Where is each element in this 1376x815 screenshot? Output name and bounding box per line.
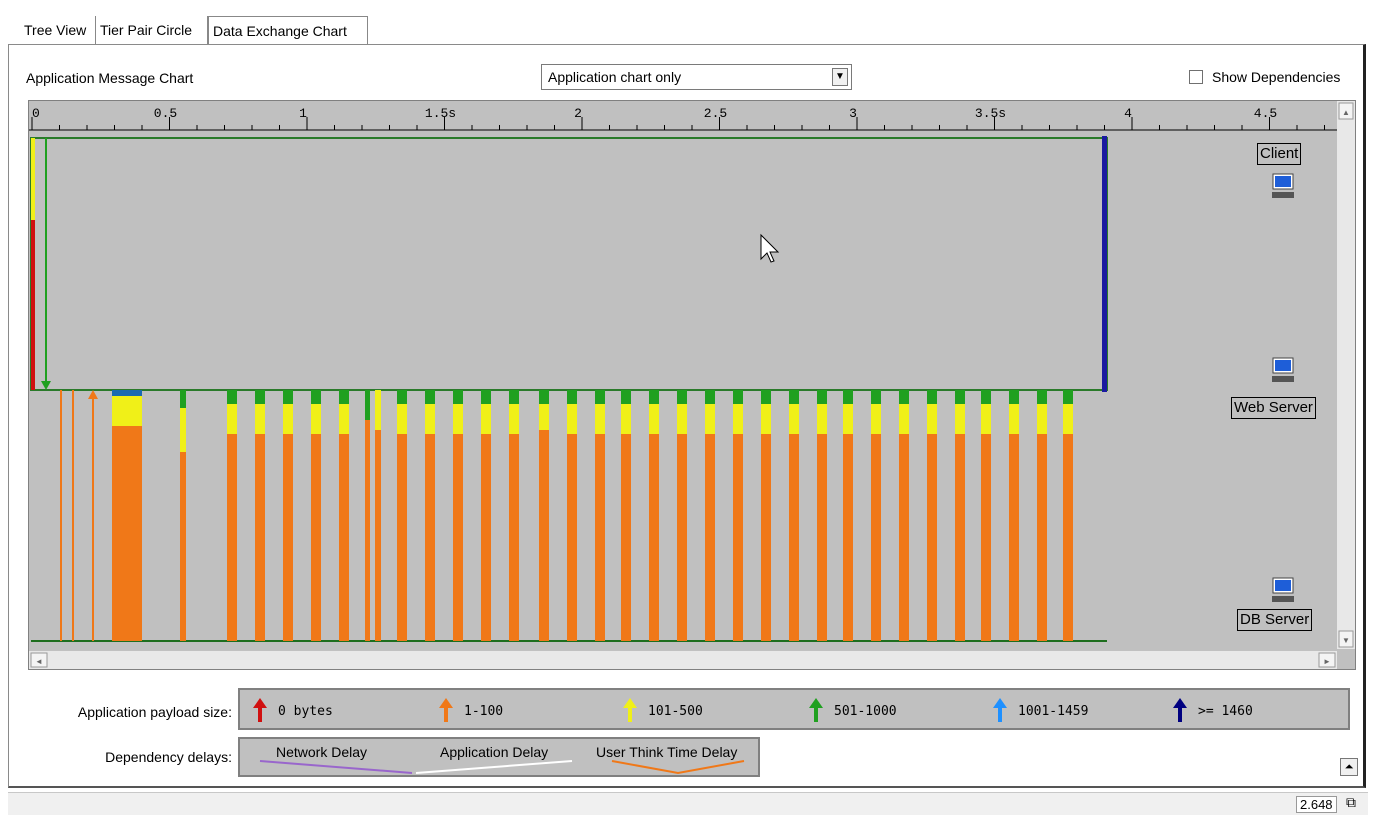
chevron-down-icon[interactable]: ▼: [832, 68, 848, 86]
payload-size-label: Application payload size:: [77, 704, 232, 720]
status-value: 2.648: [1296, 796, 1337, 813]
payload-legend-label: 501-1000: [834, 704, 897, 719]
chart-canvas: 0 0.5 1 1.5s 2 2.5 3 3.5s 4 4.5 ▲ ▼ ◄ ►: [29, 101, 1355, 669]
chart-title: Application Message Chart: [26, 70, 194, 86]
axis-tick-label: 0.5: [154, 106, 177, 121]
status-bar: 2.648 ⧉: [8, 792, 1368, 815]
svg-text:▼: ▼: [1342, 636, 1350, 645]
time-ruler: 0 0.5 1 1.5s 2 2.5 3 3.5s 4 4.5: [31, 106, 1325, 130]
message-bars: [112, 390, 1073, 641]
client-web-exchange-area: [30, 137, 1108, 391]
horizontal-scrollbar[interactable]: [29, 651, 1337, 669]
payload-legend-label: 1001-1459: [1018, 704, 1089, 719]
user-think-time-delay-label: User Think Time Delay: [596, 744, 738, 760]
axis-tick-label: 1.5s: [425, 106, 456, 121]
mouse-cursor-icon: [760, 233, 780, 263]
payload-legend-label: 101-500: [648, 704, 703, 719]
computer-icon: [1272, 173, 1294, 198]
db-server-label: DB Server: [1237, 609, 1313, 631]
payload-legend-label: >= 1460: [1198, 704, 1253, 719]
tab-data-exchange-chart[interactable]: Data Exchange Chart: [208, 16, 368, 44]
axis-tick-label: 3.5s: [975, 106, 1006, 121]
show-dependencies-label: Show Dependencies: [1212, 69, 1341, 85]
dependency-delays-label: Dependency delays:: [105, 749, 232, 765]
axis-tick-label: 4: [1124, 106, 1132, 121]
arrow-up-icon: [1173, 698, 1187, 722]
svg-text:►: ►: [1323, 657, 1331, 666]
resize-grip-icon[interactable]: ⧉: [1346, 794, 1356, 810]
payload-legend: 0 bytes 1-100 101-500 501-1000 1001-1459 >= 1…: [238, 688, 1350, 730]
axis-tick-label: 0: [32, 106, 40, 121]
svg-text:◄: ◄: [35, 657, 43, 666]
axis-tick-label: 1: [299, 106, 307, 121]
axis-tick-label: 2: [574, 106, 582, 121]
arrow-up-icon: [809, 698, 823, 722]
delays-legend: Network Delay Application Delay User Thi…: [238, 737, 760, 777]
collapse-icon[interactable]: ⏶: [1340, 758, 1358, 776]
arrow-up-icon: [253, 698, 267, 722]
tab-tier-pair-circle[interactable]: Tier Pair Circle: [96, 16, 208, 44]
computer-icon: [1272, 577, 1294, 602]
payload-legend-label: 0 bytes: [278, 704, 333, 719]
web-server-label: Web Server: [1231, 397, 1316, 419]
arrow-up-icon: [439, 698, 453, 722]
payload-legend-label: 1-100: [464, 704, 504, 719]
computer-icon: [1272, 357, 1294, 382]
axis-tick-label: 2.5: [704, 106, 727, 121]
application-delay-label: Application Delay: [440, 744, 549, 760]
tab-tree-view[interactable]: Tree View: [20, 16, 96, 44]
network-delay-label: Network Delay: [276, 744, 368, 760]
vertical-scrollbar[interactable]: [1337, 101, 1355, 649]
svg-text:▲: ▲: [1342, 108, 1350, 117]
view-select[interactable]: Application chart only ▼: [541, 64, 852, 90]
view-select-value: Application chart only: [548, 69, 682, 85]
axis-tick-label: 3: [849, 106, 857, 121]
data-exchange-chart[interactable]: 0 0.5 1 1.5s 2 2.5 3 3.5s 4 4.5 ▲ ▼ ◄ ► Client: [28, 100, 1356, 670]
axis-tick-label: 4.5: [1254, 106, 1277, 121]
arrow-up-icon: [623, 698, 637, 722]
large-payload-bar: [1102, 136, 1107, 392]
client-label: Client: [1257, 143, 1302, 165]
show-dependencies-checkbox[interactable]: [1189, 70, 1203, 84]
arrow-up-icon: [993, 698, 1007, 722]
